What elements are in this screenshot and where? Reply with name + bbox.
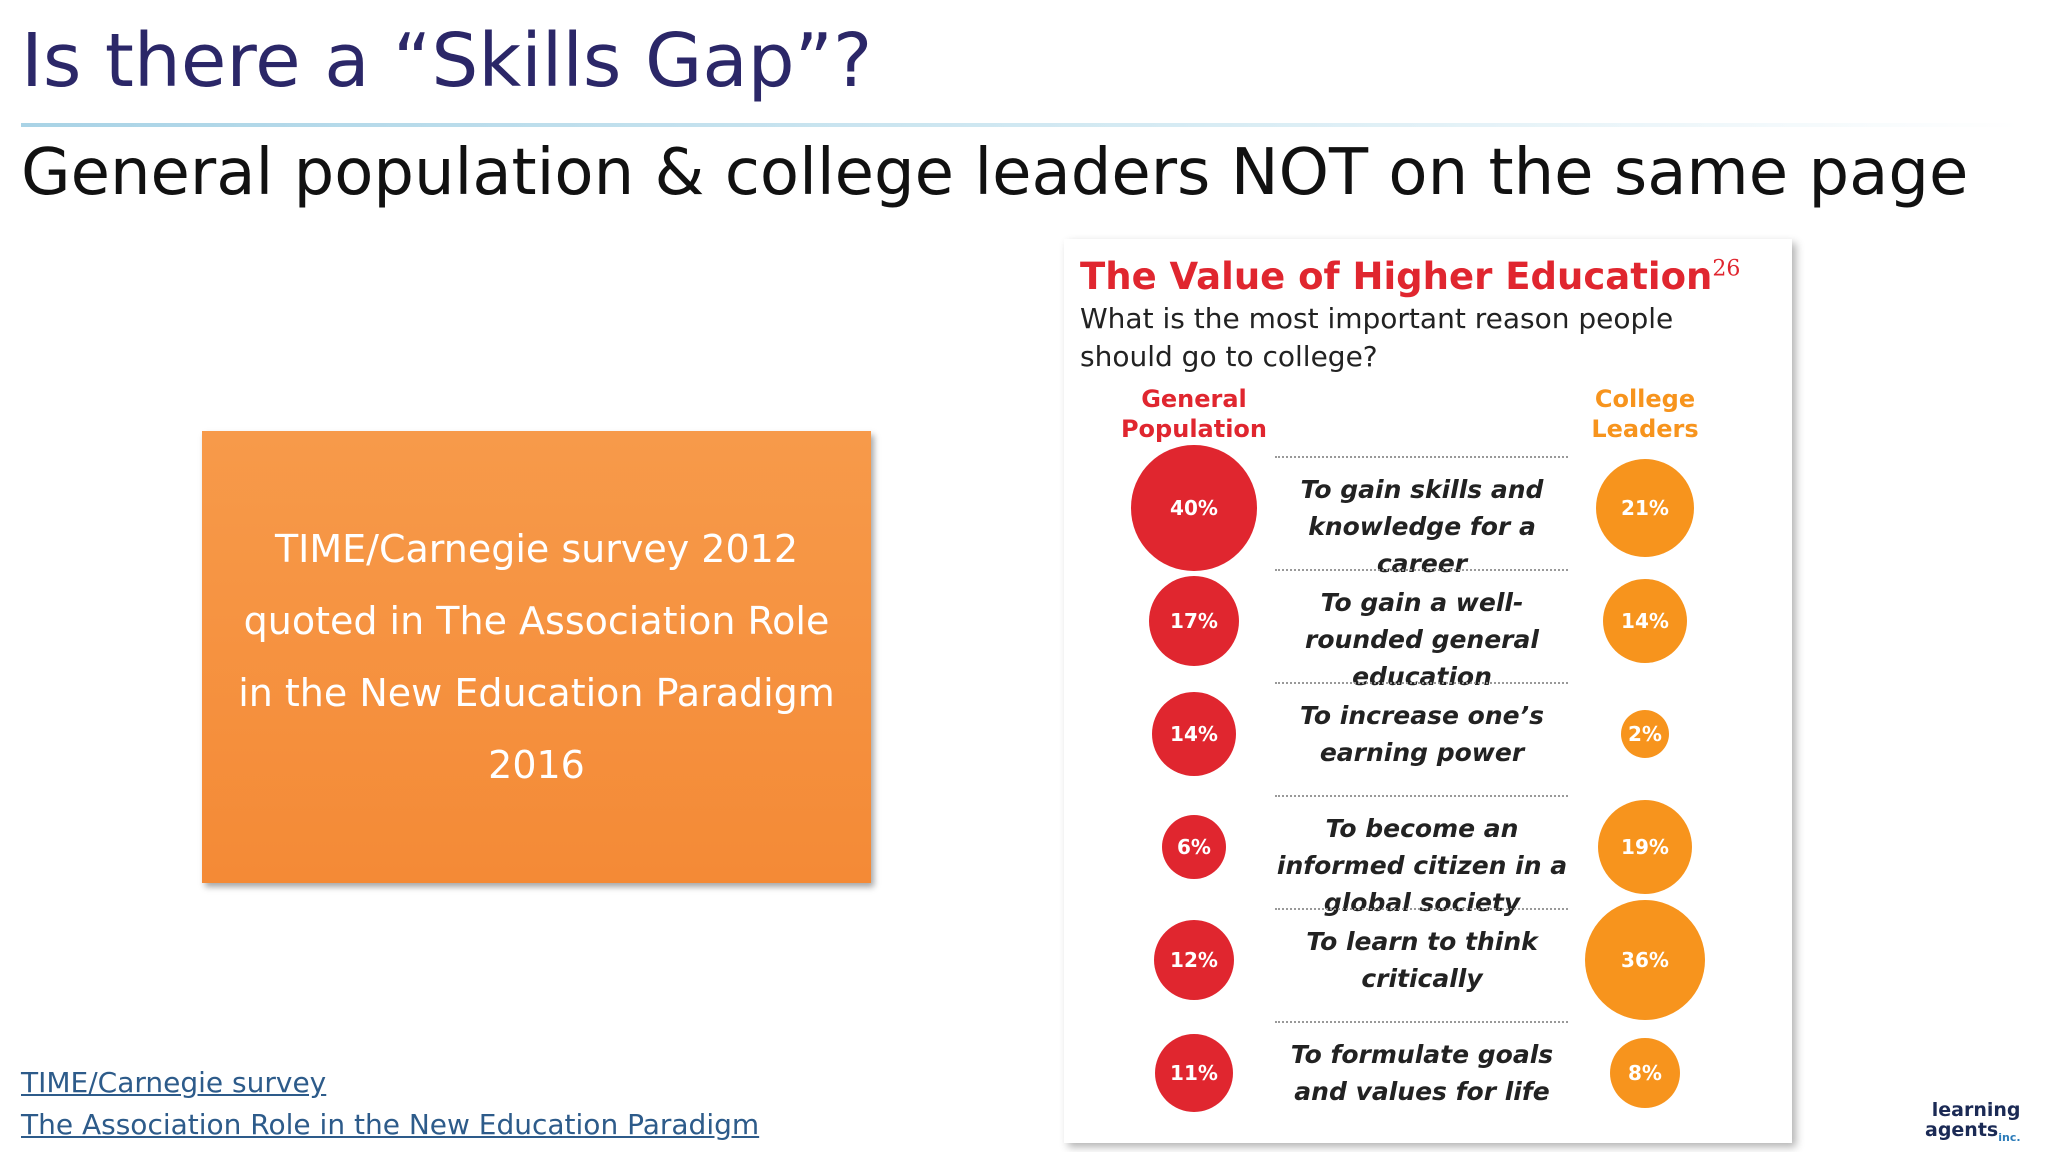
value-label: 40% [1170, 495, 1218, 520]
bubble: 36% [1584, 899, 1706, 1021]
bubble: 11% [1154, 1033, 1234, 1113]
value-label: 2% [1628, 721, 1662, 746]
source-link[interactable]: The Association Role in the New Educatio… [21, 1108, 760, 1141]
category-label: To learn to think critically [1306, 927, 1538, 993]
logo-text: agents [1925, 1119, 1999, 1141]
value-label: 36% [1621, 947, 1669, 972]
source-link[interactable]: TIME/Carnegie survey [21, 1066, 327, 1099]
category-label: To increase one’s earning power [1300, 701, 1544, 767]
value-label: 19% [1621, 834, 1669, 859]
separator [1275, 456, 1568, 458]
slide-title: Is there a “Skills Gap”? [21, 18, 873, 104]
logo-text-wrap: agentsinc. [1925, 1120, 2021, 1148]
value-label: 21% [1621, 495, 1669, 520]
callout-box: TIME/Carnegie survey 2012 quoted in The … [202, 431, 871, 883]
series-header: General Population [1120, 385, 1268, 443]
bubble: 6% [1161, 814, 1227, 880]
logo: learning agentsinc. [1925, 1100, 2021, 1148]
separator [1275, 1021, 1568, 1023]
bubble: 21% [1596, 459, 1694, 557]
bubble: 14% [1602, 578, 1688, 664]
separator [1275, 908, 1568, 910]
chart-title-wrap: The Value of Higher Education26 [1080, 255, 1740, 298]
bubble: 17% [1148, 575, 1240, 667]
bubble: 19% [1597, 799, 1693, 895]
bubble: 2% [1620, 709, 1670, 759]
category-label: To become an informed citizen in a globa… [1276, 814, 1568, 917]
separator [1275, 569, 1568, 571]
logo-suffix: inc. [1998, 1130, 2021, 1144]
bubble: 8% [1609, 1037, 1681, 1109]
category-label: To formulate goals and values for life [1290, 1040, 1554, 1106]
divider [21, 123, 2021, 127]
callout-text: TIME/Carnegie survey 2012 quoted in The … [238, 527, 835, 787]
value-label: 12% [1170, 947, 1218, 972]
chart-title: The Value of Higher Education [1080, 255, 1713, 298]
logo-text: learning [1931, 1099, 2021, 1121]
series-header: College Leaders [1591, 385, 1699, 443]
chart-title-note: 26 [1712, 256, 1741, 282]
separator [1275, 682, 1568, 684]
separator [1275, 795, 1568, 797]
category-label: To gain skills and knowledge for a caree… [1300, 475, 1544, 578]
value-label: 14% [1170, 721, 1218, 746]
chart-subtitle: What is the most important reason people… [1080, 302, 1674, 373]
value-label: 11% [1170, 1060, 1218, 1085]
bubble: 40% [1131, 445, 1257, 571]
category-label: To gain a well-rounded general education [1305, 588, 1539, 691]
value-label: 17% [1170, 608, 1218, 633]
bubble: 14% [1151, 691, 1237, 777]
value-label: 8% [1628, 1061, 1662, 1085]
bubble: 12% [1153, 919, 1235, 1001]
value-label: 6% [1177, 834, 1211, 859]
value-label: 14% [1621, 608, 1669, 633]
slide-subtitle: General population & college leaders NOT… [21, 136, 1969, 210]
